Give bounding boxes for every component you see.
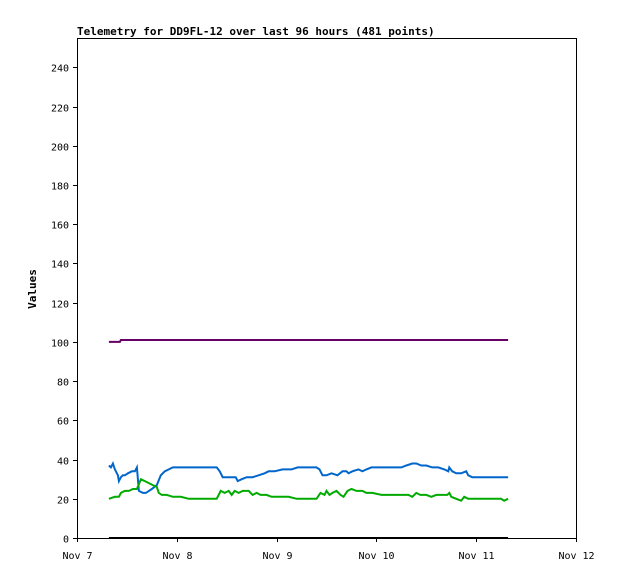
y-tick-label: 240	[51, 64, 69, 75]
x-tick-label: Nov 8	[162, 551, 192, 562]
y-tick-label: 140	[51, 260, 69, 271]
x-tick-label: Nov 9	[262, 551, 292, 562]
y-tick-label: 80	[57, 378, 69, 389]
x-tick-label: Nov 10	[358, 551, 394, 562]
y-tick-label: 100	[51, 339, 69, 350]
y-tick-label: 180	[51, 182, 69, 193]
y-axis: 0 20 40 60 80 100 120 140 160 180 200 220 240	[51, 64, 77, 546]
y-tick-label: 160	[51, 221, 69, 232]
plot-area	[77, 38, 577, 539]
series-line-3	[108, 477, 509, 502]
x-tick-label: Nov 12	[558, 551, 594, 562]
series-line-1	[108, 339, 509, 343]
y-tick-label: 60	[57, 417, 69, 428]
y-tick-label: 120	[51, 300, 69, 311]
y-tick-label: 220	[51, 104, 69, 115]
series-line-2	[108, 460, 509, 494]
x-axis: Nov 7 Nov 8 Nov 9 Nov 10 Nov 11 Nov 12	[62, 538, 595, 562]
series-group	[108, 339, 509, 539]
y-tick-label: 0	[63, 535, 69, 546]
x-tick-label: Nov 11	[458, 551, 494, 562]
chart-title: Telemetry for DD9FL-12 over last 96 hour…	[77, 25, 435, 38]
y-tick-label: 20	[57, 496, 69, 507]
y-tick-label: 200	[51, 143, 69, 154]
y-axis-label: Values	[26, 269, 39, 309]
x-tick-label: Nov 7	[62, 551, 92, 562]
y-tick-label: 40	[57, 457, 69, 468]
